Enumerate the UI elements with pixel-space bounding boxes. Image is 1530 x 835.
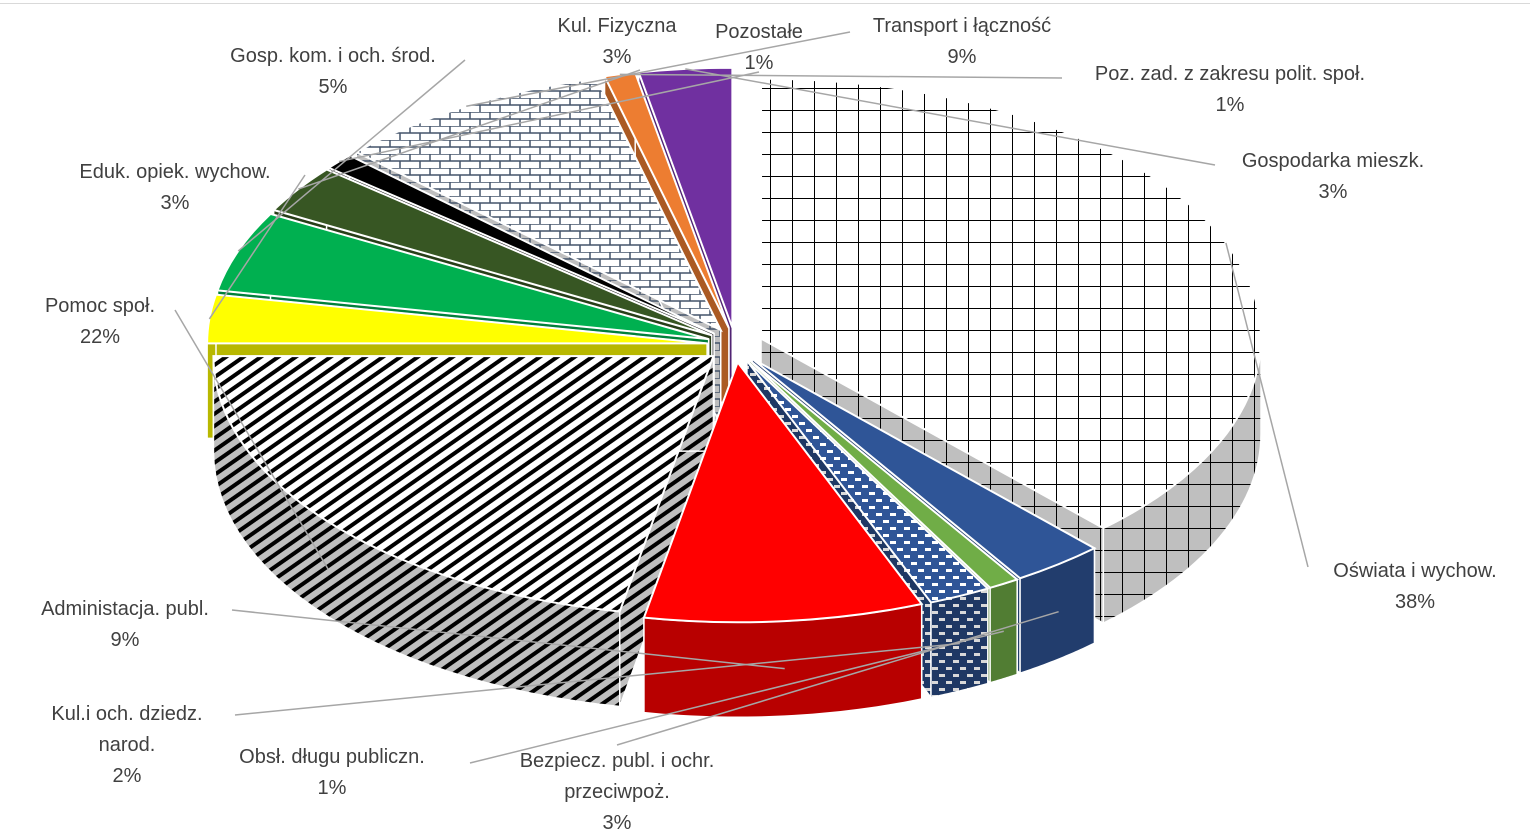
leader-line-transport-i-lacznosc xyxy=(466,31,851,108)
data-labels: Oświata i wychow. 38% Bezpiecz. publ. i oc… xyxy=(41,15,1497,834)
data-label-administacja-publ-0: Administacja. publ. xyxy=(41,598,209,620)
data-label-pozostale-1: 1% xyxy=(745,52,774,74)
data-label-eduk-opiek-wychow-1: 3% xyxy=(161,192,190,214)
data-label-poz-zad-z-zakresu-polit-spol-0: Poz. zad. z zakresu polit. społ. xyxy=(1095,63,1365,85)
data-label-gosp-kom-i-och-srod-1: 5% xyxy=(319,76,348,98)
pie-tops xyxy=(206,66,1263,624)
leader-line-obsl-dlugu-publiczn xyxy=(469,630,1004,764)
data-label-oswiata-i-wychow-0: Oświata i wychow. xyxy=(1333,560,1496,582)
data-label-kul-fizyczna-0: Kul. Fizyczna xyxy=(558,15,678,37)
leader-line-kul-i-och-dziedz-narod xyxy=(234,642,960,716)
slice-obsl-dlugu-publiczn xyxy=(748,359,1020,589)
slice-pomoc-spol xyxy=(212,355,715,613)
data-label-pozostale-0: Pozostałe xyxy=(715,21,803,43)
data-label-gosp-kom-i-och-srod-0: Gosp. kom. i och. środ. xyxy=(230,45,436,67)
data-label-kul-i-och-dziedz-narod-0: Kul.i och. dziedz. xyxy=(51,703,202,725)
leader-line-oswiata-i-wychow xyxy=(1225,242,1309,568)
leader-line-kul-fizyczna xyxy=(298,69,641,190)
leader-line-bezpiecz-publ-i-ochr-przeciwpoz xyxy=(616,610,1059,746)
data-label-bezpiecz-publ-i-ochr-przeciwpoz-0: Bezpiecz. publ. i ochr. xyxy=(520,750,715,772)
data-label-transport-i-lacznosc-1: 9% xyxy=(948,46,977,68)
leader-line-pomoc-spol xyxy=(174,309,329,570)
data-label-eduk-opiek-wychow-0: Eduk. opiek. wychow. xyxy=(79,161,270,183)
data-label-kul-i-och-dziedz-narod-1: narod. xyxy=(99,734,156,756)
data-label-pomoc-spol-1: 22% xyxy=(80,326,120,348)
data-label-obsl-dlugu-publiczn-0: Obsł. długu publiczn. xyxy=(239,746,425,768)
slice-poz-zad-z-zakresu-polit-spol xyxy=(603,71,730,329)
top-border xyxy=(0,3,1530,4)
data-label-gospodarka-mieszk-0: Gospodarka mieszk. xyxy=(1242,150,1424,172)
leader-line-administacja-publ xyxy=(231,609,785,670)
leader-line-gosp-kom-i-och-srod xyxy=(237,59,466,252)
data-label-obsl-dlugu-publiczn-1: 1% xyxy=(318,777,347,799)
data-label-kul-fizyczna-1: 3% xyxy=(603,46,632,68)
leader-lines xyxy=(174,31,1309,764)
leader-line-pozostale xyxy=(338,71,760,163)
leader-line-eduk-opiek-wychow xyxy=(208,174,306,320)
data-label-poz-zad-z-zakresu-polit-spol-1: 1% xyxy=(1216,94,1245,116)
data-label-pomoc-spol-0: Pomoc społ. xyxy=(45,295,155,317)
slice-administacja-publ xyxy=(642,360,924,624)
data-label-bezpiecz-publ-i-ochr-przeciwpoz-1: przeciwpoż. xyxy=(564,781,670,803)
slice-bezpiecz-publ-i-ochr-przeciwpoz xyxy=(751,357,1097,580)
slice-oswiata-i-wychow xyxy=(760,77,1263,530)
leader-line-poz-zad-z-zakresu-polit-spol xyxy=(619,73,1063,79)
data-label-administacja-publ-1: 9% xyxy=(111,629,140,651)
data-label-bezpiecz-publ-i-ochr-przeciwpoz-2: 3% xyxy=(603,812,632,834)
data-label-oswiata-i-wychow-1: 38% xyxy=(1395,591,1435,613)
slice-kul-i-och-dziedz-narod xyxy=(746,359,990,604)
data-label-gospodarka-mieszk-1: 3% xyxy=(1319,181,1348,203)
data-label-kul-i-och-dziedz-narod-2: 2% xyxy=(113,765,142,787)
data-label-transport-i-lacznosc-0: Transport i łączność xyxy=(873,15,1051,37)
leader-line-gospodarka-mieszk xyxy=(685,68,1216,166)
slice-kul-fizyczna xyxy=(271,168,713,337)
